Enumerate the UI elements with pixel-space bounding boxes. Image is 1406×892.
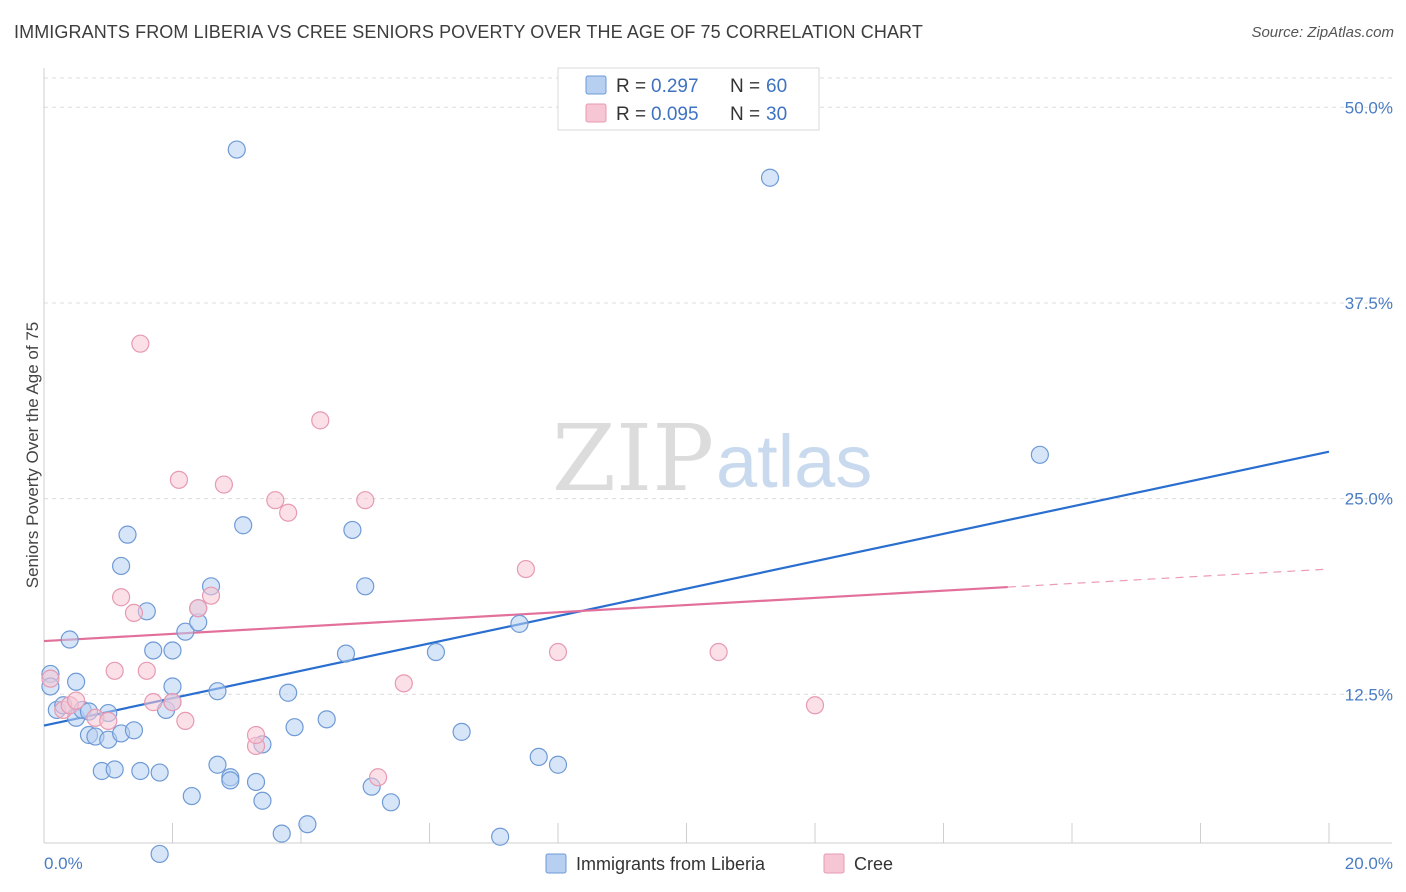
legend-r-value-liberia: 0.297	[651, 76, 699, 97]
legend-r-label-liberia: R =	[616, 76, 646, 97]
liberia-point	[150, 844, 169, 864]
liberia-point	[163, 677, 182, 696]
liberia-point	[381, 793, 401, 812]
liberia-point	[491, 827, 510, 846]
series-legend: Immigrants from Liberia Cree	[545, 853, 893, 874]
liberia-point	[221, 771, 240, 790]
legend-n-value-liberia: 60	[766, 76, 787, 97]
y-tick-label: 37.5%	[1345, 294, 1393, 313]
cree-point	[805, 696, 825, 715]
cree-point	[131, 334, 150, 353]
y-tick-label: 50.0%	[1345, 98, 1393, 117]
liberia-point	[176, 622, 195, 641]
x-tick-label-min: 0.0%	[44, 854, 83, 873]
cree-point	[163, 693, 182, 712]
cree-point	[394, 674, 413, 693]
cree-point	[548, 642, 568, 662]
liberia-point	[426, 642, 446, 662]
legend-r-value-cree: 0.095	[651, 104, 699, 125]
liberia-point	[272, 824, 291, 843]
legend-r-label-cree: R =	[616, 104, 646, 125]
chart-title: IMMIGRANTS FROM LIBERIA VS CREE SENIORS …	[14, 22, 923, 42]
data-points	[41, 140, 1049, 864]
liberia-point	[246, 772, 266, 792]
liberia-point	[356, 577, 375, 596]
cree-point	[246, 725, 266, 745]
liberia-trend-line	[43, 450, 1330, 727]
cree-point	[137, 661, 156, 680]
liberia-point	[131, 761, 150, 781]
legend-swatch-liberia	[585, 75, 607, 95]
cree-point	[279, 503, 298, 522]
cree-point	[41, 669, 60, 688]
cree-point	[311, 411, 330, 430]
liberia-point	[118, 525, 137, 544]
legend-n-label-liberia: N =	[730, 76, 760, 97]
liberia-point	[67, 672, 86, 691]
liberia-point	[510, 614, 529, 633]
cree-trend-line-dashed	[1007, 568, 1330, 588]
trend-lines	[43, 450, 1330, 727]
bottom-legend-swatch-cree	[823, 853, 845, 874]
liberia-point	[317, 710, 336, 729]
cree-point	[189, 599, 208, 618]
liberia-point	[285, 718, 304, 737]
cree-point	[67, 691, 86, 710]
legend-n-value-cree: 30	[766, 104, 787, 125]
liberia-point	[343, 520, 362, 540]
cree-point	[214, 475, 233, 494]
liberia-point	[253, 791, 272, 810]
cree-point	[356, 491, 375, 510]
cree-trend-line	[43, 585, 1008, 643]
liberia-point	[182, 786, 201, 806]
liberia-point	[529, 747, 548, 767]
liberia-point	[150, 763, 169, 782]
liberia-point	[279, 683, 298, 702]
cree-point	[169, 470, 189, 489]
watermark-zip: ZIP	[552, 405, 714, 512]
cree-point	[124, 603, 144, 623]
cree-point	[516, 559, 535, 579]
legend-swatch-cree	[585, 103, 607, 123]
liberia-point	[144, 641, 163, 660]
axes: 12.5% 25.0% 37.5% 50.0%	[43, 68, 1393, 844]
liberia-point	[548, 755, 568, 774]
liberia-point	[163, 641, 182, 660]
bottom-legend-label-liberia: Immigrants from Liberia	[576, 854, 766, 874]
legend-n-label-cree: N =	[730, 104, 760, 125]
y-tick-label: 12.5%	[1345, 685, 1393, 704]
liberia-point	[298, 815, 317, 834]
liberia-point	[111, 556, 131, 576]
liberia-point	[124, 721, 144, 740]
liberia-point	[105, 760, 124, 779]
cree-point	[266, 491, 285, 510]
liberia-point	[208, 755, 227, 774]
cree-point	[144, 693, 163, 712]
cree-point	[105, 661, 124, 680]
correlation-legend: R = 0.297 N = 60 R = 0.095 N = 30	[557, 67, 820, 131]
liberia-point	[234, 516, 253, 535]
cree-point	[99, 711, 118, 731]
liberia-point	[336, 644, 356, 663]
chart-source: Source: ZipAtlas.com	[1251, 24, 1394, 41]
liberia-point	[227, 140, 246, 159]
bottom-legend-label-cree: Cree	[854, 854, 893, 874]
x-tick-label-max: 20.0%	[1345, 854, 1393, 873]
cree-point	[176, 711, 195, 731]
cree-point	[369, 768, 388, 787]
cree-point	[201, 586, 221, 605]
liberia-point	[60, 630, 79, 649]
liberia-point	[760, 168, 780, 187]
grid-lines	[44, 77, 1392, 695]
cree-point	[709, 642, 728, 662]
y-tick-label: 25.0%	[1345, 490, 1393, 509]
cree-point	[111, 588, 131, 607]
bottom-legend-swatch-liberia	[545, 853, 567, 874]
liberia-point	[208, 682, 227, 701]
liberia-point	[1030, 445, 1049, 464]
watermark-atlas: atlas	[716, 420, 872, 503]
y-axis-label: Seniors Poverty Over the Age of 75	[23, 322, 42, 588]
liberia-point	[452, 722, 471, 741]
